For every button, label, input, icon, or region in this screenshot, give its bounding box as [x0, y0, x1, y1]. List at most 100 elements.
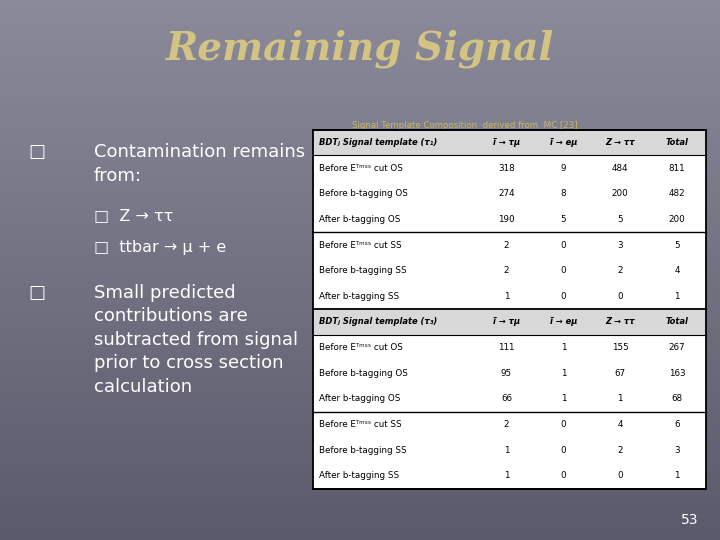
Text: Before Eᵀᵐˢˢ cut OS: Before Eᵀᵐˢˢ cut OS — [319, 164, 403, 173]
Text: 9: 9 — [561, 164, 566, 173]
Bar — [0, 360, 720, 364]
Text: 811: 811 — [669, 164, 685, 173]
Bar — [0, 288, 720, 293]
Bar — [0, 463, 720, 468]
Text: Before b-tagging SS: Before b-tagging SS — [319, 446, 407, 455]
Bar — [0, 369, 720, 374]
Bar — [0, 31, 720, 36]
Text: 3: 3 — [618, 240, 623, 249]
Text: Before b-tagging SS: Before b-tagging SS — [319, 266, 407, 275]
Bar — [0, 409, 720, 414]
Bar — [0, 104, 720, 108]
Text: 6: 6 — [675, 420, 680, 429]
Bar — [0, 446, 720, 450]
Bar — [0, 40, 720, 45]
Text: 1: 1 — [561, 369, 566, 378]
Text: 2: 2 — [618, 446, 623, 455]
Bar — [0, 455, 720, 459]
Bar — [0, 4, 720, 9]
Text: 155: 155 — [612, 343, 629, 352]
Text: ī̃ → τμ: ī̃ → τμ — [493, 318, 520, 327]
Bar — [0, 252, 720, 256]
Bar — [0, 112, 720, 117]
Text: 2: 2 — [504, 240, 509, 249]
Bar — [0, 472, 720, 477]
Bar — [0, 166, 720, 171]
Bar — [0, 374, 720, 378]
Bar — [0, 297, 720, 301]
Text: 0: 0 — [561, 420, 566, 429]
Bar — [0, 387, 720, 392]
Bar — [0, 432, 720, 436]
Text: 0: 0 — [618, 292, 623, 301]
Bar — [0, 162, 720, 166]
Bar — [0, 436, 720, 441]
Bar — [0, 135, 720, 139]
Text: Signal Template Composition  derived from  MC [23]: Signal Template Composition derived from… — [351, 122, 577, 131]
Bar — [0, 522, 720, 526]
Bar — [0, 482, 720, 486]
Bar — [0, 230, 720, 234]
Text: Total: Total — [666, 318, 688, 327]
Bar — [0, 243, 720, 247]
Bar — [0, 509, 720, 513]
Text: 5: 5 — [618, 215, 623, 224]
Bar — [0, 450, 720, 455]
Bar — [0, 310, 720, 315]
Text: BDTⱼ Signal template (τ₃): BDTⱼ Signal template (τ₃) — [319, 318, 437, 327]
Text: 1: 1 — [618, 394, 623, 403]
Text: Before Eᵀᵐˢˢ cut SS: Before Eᵀᵐˢˢ cut SS — [319, 420, 402, 429]
Bar — [0, 279, 720, 284]
Bar — [0, 239, 720, 243]
Bar — [0, 45, 720, 50]
Bar — [0, 441, 720, 445]
Text: □: □ — [29, 284, 46, 301]
Bar — [0, 477, 720, 482]
Bar — [0, 18, 720, 23]
Bar — [0, 333, 720, 338]
Bar — [0, 284, 720, 288]
Text: 1: 1 — [504, 292, 509, 301]
Bar — [0, 225, 720, 229]
Text: 1: 1 — [504, 446, 509, 455]
Text: 0: 0 — [561, 266, 566, 275]
Bar — [0, 261, 720, 266]
Bar — [0, 405, 720, 409]
Bar — [0, 517, 720, 522]
Text: After b-tagging SS: After b-tagging SS — [319, 292, 399, 301]
Bar — [0, 418, 720, 423]
Text: 0: 0 — [561, 446, 566, 455]
Text: □  ttbar → μ + e: □ ttbar → μ + e — [94, 240, 226, 255]
Text: 200: 200 — [669, 215, 685, 224]
Bar — [0, 347, 720, 351]
Bar — [0, 99, 720, 104]
Bar — [0, 513, 720, 517]
Text: 274: 274 — [498, 189, 515, 198]
Bar — [0, 0, 720, 4]
Bar — [0, 81, 720, 85]
Bar — [0, 504, 720, 509]
Text: 1: 1 — [561, 343, 566, 352]
Text: 163: 163 — [669, 369, 685, 378]
Bar — [0, 342, 720, 347]
Bar — [0, 495, 720, 500]
Bar — [0, 144, 720, 148]
Bar — [0, 27, 720, 31]
Text: BDTⱼ Signal template (τ₁): BDTⱼ Signal template (τ₁) — [319, 138, 437, 147]
Bar — [0, 486, 720, 490]
Text: 482: 482 — [669, 189, 685, 198]
Text: Before Eᵀᵐˢˢ cut SS: Before Eᵀᵐˢˢ cut SS — [319, 240, 402, 249]
Text: 484: 484 — [612, 164, 629, 173]
Text: Before b-tagging OS: Before b-tagging OS — [319, 189, 408, 198]
Bar — [0, 94, 720, 99]
Text: 1: 1 — [561, 394, 566, 403]
Bar — [0, 176, 720, 180]
Text: 0: 0 — [561, 240, 566, 249]
Text: Z → ττ: Z → ττ — [606, 138, 635, 147]
Bar — [0, 306, 720, 310]
Bar — [0, 122, 720, 126]
Bar — [0, 50, 720, 54]
Bar — [0, 189, 720, 193]
Bar — [0, 320, 720, 324]
Bar — [0, 364, 720, 369]
